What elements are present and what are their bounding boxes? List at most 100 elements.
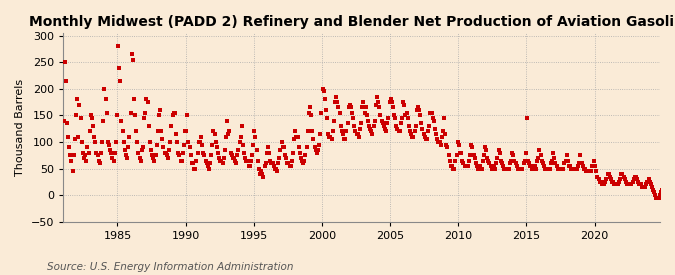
Point [153,129,163,134]
Point [500,166,511,171]
Point [283,161,294,166]
Point [512,166,523,171]
Point [529,164,540,168]
Point [128,97,139,102]
Point [457,158,468,163]
Point [421,137,431,142]
Point [587,164,597,168]
Point [142,100,153,104]
Point [124,134,135,139]
Point [622,182,633,187]
Point [321,108,331,112]
Point [531,166,541,171]
Point [592,174,603,179]
Point [490,166,501,171]
Point [332,100,343,104]
Point [134,156,145,160]
Point [580,166,591,171]
Point [470,161,481,166]
Point [71,113,82,118]
Point [339,137,350,142]
Point [300,153,311,158]
Point [193,140,204,144]
Point [415,113,426,118]
Point [387,105,398,110]
Point [202,164,213,168]
Point [628,177,639,182]
Point [148,156,159,160]
Point [475,164,486,168]
Point [141,97,152,102]
Point [504,166,514,171]
Point [155,108,165,112]
Point [537,161,548,166]
Point [316,111,327,115]
Point [437,134,448,139]
Point [223,132,234,136]
Point [600,180,611,184]
Point [591,169,601,174]
Point [80,153,90,158]
Point [243,164,254,168]
Point [308,137,319,142]
Point [476,166,487,171]
Point [105,148,115,152]
Point [348,116,358,120]
Point [507,150,518,155]
Point [657,188,668,192]
Point [401,111,412,115]
Point [419,134,430,139]
Point [392,126,403,131]
Point [467,145,478,150]
Point [157,137,168,142]
Point [647,185,657,189]
Point [150,153,161,158]
Point [377,121,388,126]
Point [350,129,361,134]
Point [630,174,641,179]
Point [103,142,114,147]
Point [603,172,614,176]
Point [381,129,392,134]
Point [333,105,344,110]
Point [318,89,329,94]
Point [66,158,77,163]
Point [385,97,396,102]
Point [265,158,275,163]
Point [113,44,124,48]
Point [292,134,303,139]
Point [439,116,450,120]
Point [158,145,169,150]
Point [279,153,290,158]
Point [261,150,272,155]
Point [451,153,462,158]
Point [382,121,393,126]
Point [346,105,356,110]
Point [509,158,520,163]
Point [504,161,515,166]
Point [191,158,202,163]
Point [440,132,451,136]
Point [620,180,631,184]
Point [317,87,328,91]
Point [98,119,109,123]
Point [650,193,661,197]
Point [417,126,428,131]
Point [655,193,666,197]
Point [238,142,248,147]
Point [261,161,271,166]
Point [372,95,383,99]
Point [547,158,558,163]
Point [267,161,278,166]
Point [357,105,368,110]
Point [309,145,320,150]
Point [63,134,74,139]
Point [590,164,601,168]
Point [167,113,178,118]
Point [132,140,142,144]
Point [266,161,277,166]
Point [399,103,410,107]
Point [460,164,471,168]
Point [522,158,533,163]
Point [374,105,385,110]
